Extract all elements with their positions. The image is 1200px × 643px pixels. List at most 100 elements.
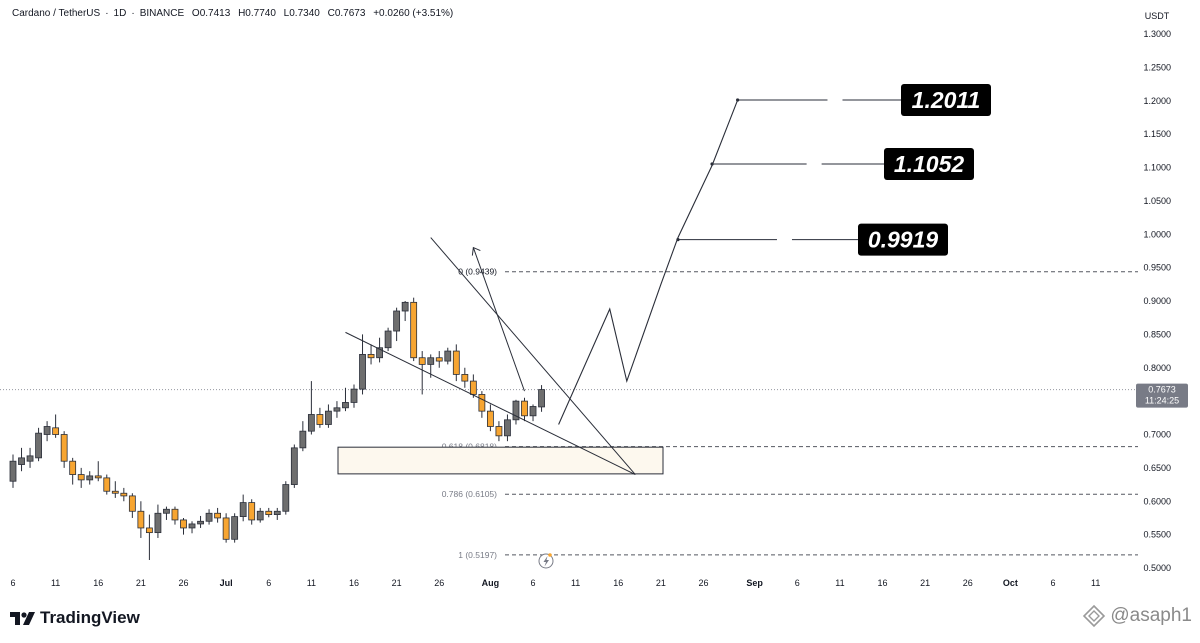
projection-path[interactable] xyxy=(558,99,739,425)
candle-body xyxy=(214,512,222,519)
tradingview-brand[interactable]: TradingView xyxy=(10,608,140,628)
candle xyxy=(256,507,264,523)
candle xyxy=(188,521,196,534)
target-level[interactable]: 1.1052 xyxy=(710,148,974,181)
candle-body xyxy=(154,512,162,534)
y-tick-label: 0.6500 xyxy=(1143,463,1171,473)
candle xyxy=(163,506,170,520)
candle xyxy=(307,381,315,435)
candle xyxy=(410,297,418,362)
candle-body xyxy=(69,460,77,475)
candle xyxy=(231,513,239,543)
candle-body xyxy=(128,495,136,512)
candle xyxy=(512,399,520,425)
candle xyxy=(60,431,68,468)
candle xyxy=(35,427,42,462)
candle xyxy=(359,334,366,395)
wedge-lower-line[interactable] xyxy=(345,331,636,475)
candle-body xyxy=(504,419,511,437)
candle xyxy=(538,385,545,412)
candle-body xyxy=(180,519,187,529)
target-level[interactable]: 0.9919 xyxy=(676,223,948,256)
lightning-icon[interactable] xyxy=(538,553,554,569)
candle-body xyxy=(265,510,273,516)
interval-label[interactable]: 1D xyxy=(113,8,127,19)
fib-level-label: 1 (0.5197) xyxy=(458,550,497,560)
candle xyxy=(478,391,486,418)
candle-body xyxy=(376,347,383,359)
x-tick-label: 26 xyxy=(178,578,188,588)
candle xyxy=(69,457,77,485)
x-tick-label: 16 xyxy=(93,578,103,588)
x-tick-label: Oct xyxy=(1003,578,1018,588)
ohlc-close: C0.7673 xyxy=(327,8,366,19)
watermark: @asaph1 xyxy=(1082,604,1192,628)
candle xyxy=(94,461,102,482)
candle xyxy=(504,414,511,442)
fib-level-label: 0.786 (0.6105) xyxy=(442,489,497,499)
candle xyxy=(299,421,307,452)
candle-body xyxy=(9,460,17,482)
candle xyxy=(273,507,281,520)
candle-body xyxy=(145,527,153,534)
target-label-box xyxy=(858,223,948,256)
y-tick-label: 0.5000 xyxy=(1143,563,1171,573)
x-tick-label: 6 xyxy=(531,578,536,588)
candle xyxy=(486,404,494,432)
candle xyxy=(282,481,290,515)
x-tick-label: 21 xyxy=(392,578,402,588)
x-tick-label: 6 xyxy=(10,578,15,588)
x-tick-label: 21 xyxy=(136,578,146,588)
candle-body xyxy=(461,374,469,382)
candle-body xyxy=(316,414,324,425)
x-tick-label: 11 xyxy=(571,578,580,588)
countdown-timer: 11:24:25 xyxy=(1145,396,1179,406)
candle xyxy=(367,344,375,365)
y-tick-label: 1.2500 xyxy=(1143,62,1171,72)
price-chart[interactable]: 0 (0.9439) 0.618 (0.6818) 0.786 (0.6105) 1 … xyxy=(0,0,1200,600)
target-label: 1.1052 xyxy=(894,151,965,177)
wedge-upper-line[interactable] xyxy=(430,237,636,475)
candle xyxy=(111,481,119,498)
candle-body xyxy=(486,410,494,427)
candle xyxy=(120,487,128,502)
candle xyxy=(521,397,528,422)
candle xyxy=(342,387,349,412)
candle-body xyxy=(103,477,111,492)
candle-body xyxy=(282,484,290,512)
candle-body xyxy=(222,517,230,540)
y-tick-label: 0.8000 xyxy=(1143,363,1171,373)
candle xyxy=(26,447,34,468)
brand-name: TradingView xyxy=(40,608,140,627)
candle xyxy=(77,467,85,488)
candle-body xyxy=(77,474,85,481)
target-level[interactable]: 1.2011 xyxy=(736,84,991,117)
x-tick-label: 16 xyxy=(613,578,623,588)
candle xyxy=(495,421,503,442)
breakout-arrow-line[interactable] xyxy=(472,247,525,392)
candle-body xyxy=(418,357,426,365)
candle-body xyxy=(231,516,239,540)
x-tick-label: 6 xyxy=(266,578,271,588)
tradingview-logo-icon xyxy=(10,612,35,625)
candle xyxy=(435,351,443,368)
candle xyxy=(197,515,204,528)
candle xyxy=(529,404,537,422)
ohlc-low: L0.7340 xyxy=(283,8,320,19)
y-tick-label: 0.6000 xyxy=(1143,496,1171,506)
candle xyxy=(137,501,145,538)
candle xyxy=(418,351,426,395)
candle-body xyxy=(410,301,418,359)
candle xyxy=(171,506,179,525)
candle xyxy=(214,507,222,523)
fib-level-label: 0.618 (0.6818) xyxy=(442,442,497,452)
candle-body xyxy=(171,508,179,521)
candle-body xyxy=(273,510,281,516)
candle xyxy=(52,414,60,438)
candle-body xyxy=(248,502,256,521)
symbol-name[interactable]: Cardano / TetherUS xyxy=(12,8,101,19)
y-tick-label: 1.0500 xyxy=(1143,196,1171,206)
demand-zone-box[interactable] xyxy=(337,446,664,475)
ohlc-change: +0.0260 (+3.51%) xyxy=(373,8,454,19)
y-tick-label: 0.8500 xyxy=(1143,329,1171,339)
